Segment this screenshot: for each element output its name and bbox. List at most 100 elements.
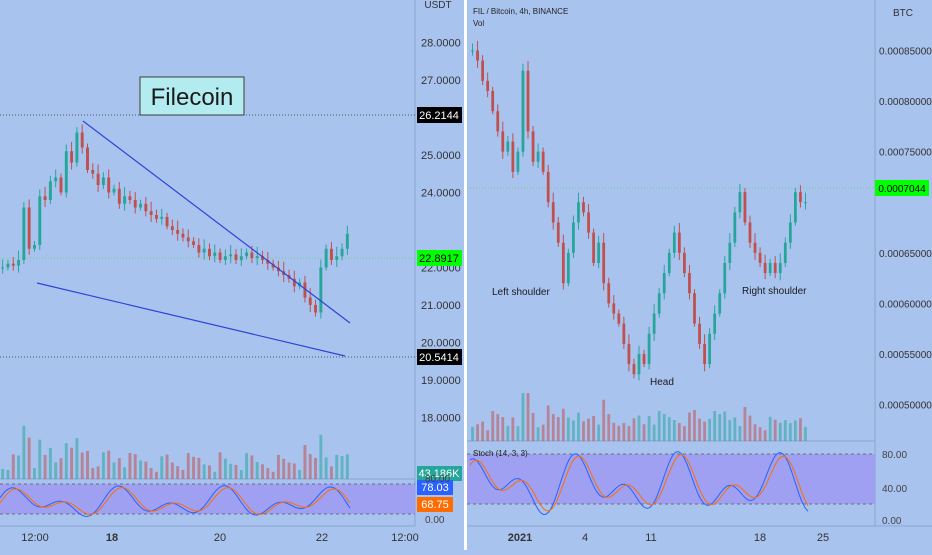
left-stoch-d-tag-bg (417, 497, 453, 512)
volume-bar (107, 450, 111, 479)
volume-bar (572, 420, 575, 441)
volume-bar (763, 430, 767, 441)
volume-bar (602, 399, 606, 441)
volume-bar (768, 416, 772, 441)
right-price-axis[interactable]: 0.00085000 0.00080000 0.00075000 0.00065000… (879, 46, 932, 411)
volume-bar (566, 417, 570, 441)
volume-bar (133, 454, 137, 479)
right-price-tick: 0.00085000 (879, 46, 932, 57)
candle-body (496, 111, 500, 132)
candle-body (703, 343, 706, 365)
candle-body (597, 242, 601, 263)
candle-body (176, 230, 180, 234)
right-time-axis[interactable]: 2021 4 11 18 25 (508, 532, 829, 544)
volume-bar (192, 456, 196, 479)
left-low-tag-text: 20.5414 (419, 352, 459, 364)
left-high-tag-text: 26.2144 (419, 110, 459, 122)
candle-body (804, 202, 807, 204)
volume-bar (708, 418, 712, 441)
candle-body (693, 293, 696, 324)
volume-bar (799, 418, 802, 441)
volume-bar (506, 425, 510, 441)
volume-bar (292, 463, 296, 479)
candle-body (652, 313, 656, 334)
candle-body (733, 212, 737, 243)
volume-bar (266, 468, 270, 479)
right-stoch-d-line (469, 454, 809, 512)
volume-bar (165, 454, 169, 479)
candle-body (54, 177, 58, 182)
stoch-indicator-label: Stoch (14, 3, 3) (473, 449, 528, 458)
candle-body (667, 252, 671, 274)
left-stoch-tick-0: 0.00 (425, 515, 445, 526)
volume-bar (592, 415, 595, 441)
volume-bar (345, 454, 349, 479)
candle-body (718, 293, 722, 314)
volume-bar (531, 412, 535, 441)
candle-body (577, 202, 580, 223)
volume-bar (17, 455, 21, 479)
candle-body (486, 80, 490, 91)
volume-bar (577, 412, 580, 441)
candle-body (556, 222, 560, 243)
volume-bar (250, 455, 254, 479)
panel-divider (464, 0, 467, 550)
volume-bar (738, 426, 742, 441)
volume-bar (617, 425, 621, 441)
left-stoch-k-tag-bg (417, 480, 453, 495)
left-volume-tag: 43.186K (417, 466, 462, 481)
volume-bar (773, 419, 777, 441)
candle-body (261, 256, 264, 260)
right-chart-panel[interactable]: FIL / Bitcoin, 4h, BINANCE Vol Left shou… (467, 0, 932, 544)
left-price-tick: 20.0000 (421, 338, 461, 350)
left-current-tag-text: 22.8917 (419, 253, 459, 265)
candle-body (657, 293, 661, 314)
right-time-tick: 11 (645, 532, 656, 544)
candle-body (546, 171, 550, 203)
volume-bar (144, 461, 148, 479)
candle-body (778, 262, 782, 274)
volume-bar (728, 420, 732, 441)
right-stoch-k-line (469, 451, 809, 516)
candle-body (186, 237, 190, 242)
volume-bar (713, 411, 717, 441)
candle-body (758, 252, 762, 263)
candle-body (192, 241, 196, 245)
candle-body (80, 132, 84, 148)
candle-body (506, 141, 510, 152)
candle-body (33, 245, 36, 249)
left-time-axis[interactable]: 12:00 18 20 22 12:00 (21, 532, 419, 544)
candle-body (768, 262, 772, 274)
volume-bar (743, 406, 747, 441)
candle-body (59, 177, 63, 193)
left-chart-panel[interactable]: Filecoin USDT 28.000027.000026.000025.00… (0, 0, 462, 544)
left-stoch-d-line (0, 487, 351, 516)
candle-body (64, 151, 68, 193)
volume-bar (80, 452, 84, 479)
candle-body (551, 202, 555, 223)
left-time-tick: 22 (316, 532, 328, 544)
candle-body (773, 262, 777, 274)
volume-bar (642, 424, 646, 441)
volume-bar (287, 462, 291, 479)
volume-bar (718, 414, 722, 441)
candle-body (335, 256, 339, 260)
volume-bar (541, 424, 545, 441)
volume-bar (22, 425, 26, 479)
volume-bar (48, 447, 52, 479)
volume-bar (612, 422, 616, 441)
volume-bar (662, 414, 666, 441)
right-stoch-tick-80: 80.00 (882, 450, 907, 461)
volume-bar (496, 414, 500, 441)
candle-body (794, 192, 797, 223)
right-current-tag-text: 0.0007044 (878, 184, 926, 195)
right-stoch-band (467, 454, 875, 504)
candle-body (165, 216, 169, 227)
volume-bar (33, 468, 36, 479)
volume-bar (117, 458, 121, 479)
left-current-tag-bg (417, 250, 462, 266)
volume-bar (733, 417, 737, 441)
candle-body (536, 151, 540, 162)
volume-bar (652, 424, 656, 441)
